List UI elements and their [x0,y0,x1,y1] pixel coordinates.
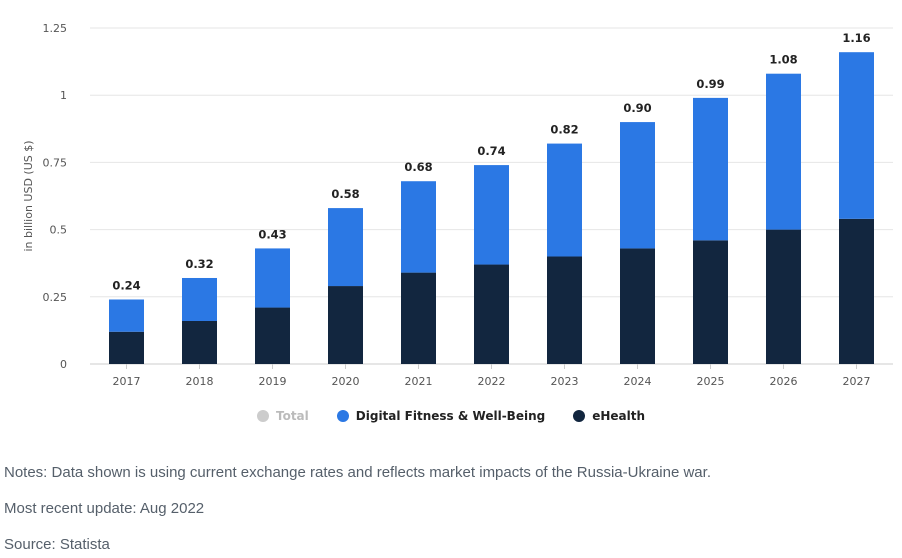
x-tick-label: 2026 [770,375,798,388]
y-tick-label: 0.25 [43,291,68,304]
update-date: Most recent update: Aug 2022 [4,500,205,517]
bar-digital-fitness[interactable] [401,181,436,273]
y-tick-label: 0.5 [50,224,68,237]
legend-dot-digital-fitness [336,410,349,422]
legend-label-total: Total [275,409,309,423]
legend-item-total[interactable]: Total [256,409,309,423]
x-tick-label: 2024 [624,375,652,388]
total-value-label: 0.32 [185,257,213,271]
x-tick-label: 2023 [551,375,579,388]
bar-ehealth[interactable] [255,307,290,364]
bar-digital-fitness[interactable] [109,299,144,332]
total-value-label: 0.74 [477,144,505,158]
legend-dot-total [256,410,269,422]
total-value-label: 0.58 [331,187,359,201]
legend-label-digital-fitness: Digital Fitness & Well-Being [355,409,546,423]
bar-digital-fitness[interactable] [182,277,217,321]
bar-ehealth[interactable] [839,218,874,364]
total-value-label: 0.90 [623,101,651,115]
x-tick-label: 2017 [113,375,141,388]
x-tick-label: 2027 [843,375,871,388]
bar-ehealth[interactable] [182,320,217,364]
legend: Total Digital Fitness & Well-Being eHeal… [0,406,902,426]
source-link[interactable]: Source: Statista [4,536,110,553]
total-value-label: 1.08 [769,53,797,67]
y-tick-label: 1.25 [43,22,68,35]
y-axis-label: in billion USD (US $) [22,140,35,251]
total-labels: 0.24 0.32 0.43 0.58 0.68 0.74 0.82 0.90 0.99 1.08… [112,31,870,292]
bar-digital-fitness[interactable] [328,208,363,287]
bar-digital-fitness[interactable] [547,143,582,257]
total-value-label: 0.24 [112,278,140,292]
x-axis-ticks: 2017 2018 2019 2020 2021 2022 2023 2024 2025 2026… [113,364,871,388]
total-value-label: 0.68 [404,160,432,174]
y-tick-label: 0.75 [43,156,68,169]
legend-item-ehealth[interactable]: eHealth [573,409,645,423]
chart-notes: Notes: Data shown is using current excha… [4,464,711,481]
total-value-label: 1.16 [842,31,870,45]
y-tick-label: 1 [60,89,67,102]
x-tick-label: 2020 [332,375,360,388]
legend-item-digital-fitness[interactable]: Digital Fitness & Well-Being [336,409,546,423]
total-value-label: 0.99 [696,77,724,91]
total-value-label: 0.43 [258,227,286,241]
bar-digital-fitness[interactable] [255,248,290,308]
bar-ehealth[interactable] [474,264,509,364]
bar-digital-fitness[interactable] [839,52,874,219]
y-axis-ticks: 0 0.25 0.5 0.75 1 1.25 [43,22,68,371]
legend-label-ehealth: eHealth [592,409,646,423]
x-tick-label: 2019 [259,375,287,388]
bar-digital-fitness[interactable] [766,73,801,230]
bar-digital-fitness[interactable] [693,97,728,241]
x-tick-label: 2018 [186,375,214,388]
bar-digital-fitness[interactable] [620,122,655,249]
bar-ehealth[interactable] [328,286,363,364]
bar-ehealth[interactable] [547,256,582,364]
bar-ehealth[interactable] [620,248,655,364]
bar-ehealth[interactable] [109,331,144,364]
bar-ehealth[interactable] [401,272,436,364]
x-tick-label: 2021 [405,375,433,388]
legend-dot-ehealth [573,410,586,422]
bars [109,52,874,364]
bar-ehealth[interactable] [693,240,728,364]
bar-digital-fitness[interactable] [474,165,509,265]
x-tick-label: 2025 [697,375,725,388]
x-tick-label: 2022 [478,375,506,388]
total-value-label: 0.82 [550,123,578,137]
bar-ehealth[interactable] [766,229,801,364]
y-tick-label: 0 [60,358,67,371]
